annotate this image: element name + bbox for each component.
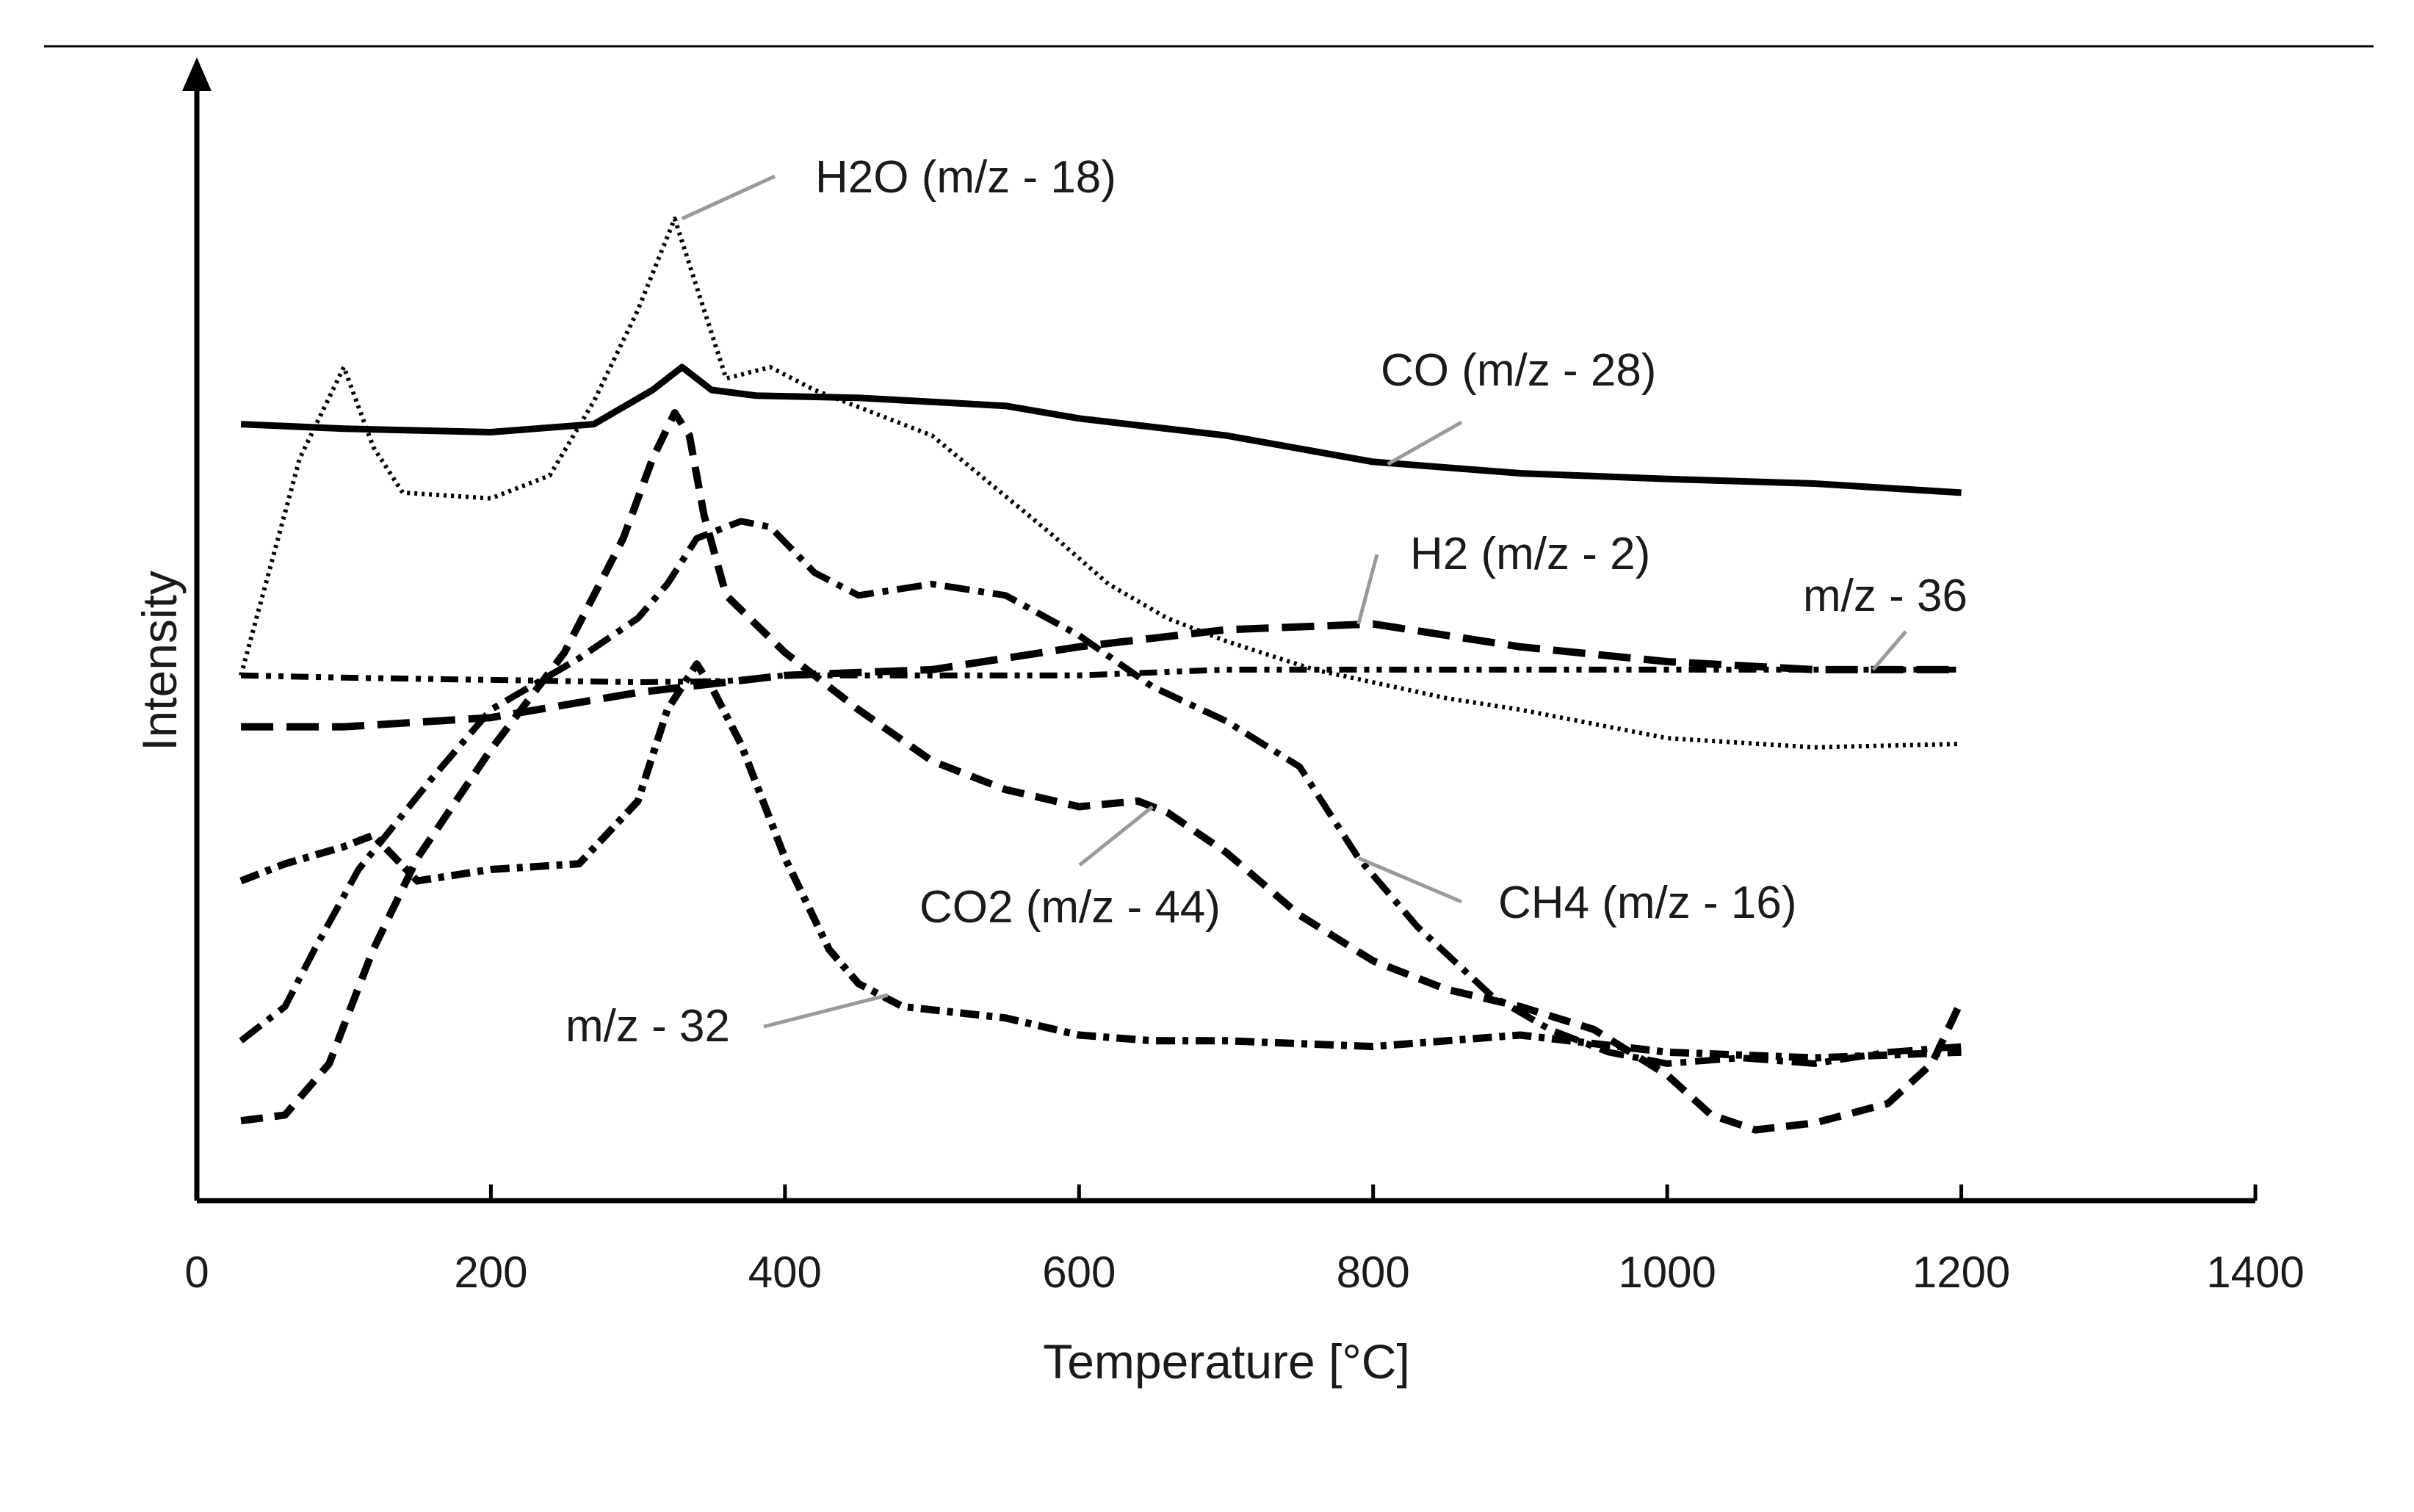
annotation-m-z-36: m/z - 36 (1803, 571, 1967, 671)
leader-line-m-z-32 (763, 993, 889, 1029)
series-label-m-z-32: m/z - 32 (565, 1001, 730, 1052)
series-line-h2o-m-z-18 (239, 216, 1962, 750)
x-tick-label-600: 600 (1042, 1248, 1116, 1297)
x-tick-label-200: 200 (454, 1248, 527, 1297)
series-line-ch4-m-z-16 (239, 518, 1962, 1067)
leader-line-m-z-36 (1871, 630, 1907, 671)
series-line-m-z-36 (241, 666, 1962, 685)
series-layer (239, 216, 1965, 1134)
x-tick-label-0: 0 (184, 1248, 209, 1297)
leader-line-h2-m-z-2 (1356, 554, 1379, 625)
x-tick-label-1200: 1200 (1912, 1248, 2010, 1297)
annotation-h2o-m-z-18: H2O (m/z - 18) (681, 152, 1116, 220)
series-label-ch4-m-z-16: CH4 (m/z - 16) (1498, 878, 1796, 928)
y-axis-arrowhead (182, 57, 212, 91)
x-tick-label-800: 800 (1337, 1248, 1410, 1297)
series-line-co-m-z-28 (240, 363, 1962, 496)
leader-line-co-m-z-28 (1387, 420, 1463, 466)
annotation-layer: H2O (m/z - 18) CO (m/z - 28) H2 (m/z - 2) m… (565, 152, 1967, 1052)
axes-layer (182, 57, 2255, 1204)
x-ticks-layer: 0 200 400 600 800 1000 1200 1400 (184, 1184, 2305, 1297)
leader-line-h2o-m-z-18 (681, 174, 776, 220)
series-label-h2-m-z-2: H2 (m/z - 2) (1410, 529, 1650, 579)
series-label-m-z-36: m/z - 36 (1803, 571, 1967, 621)
annotation-h2-m-z-2: H2 (m/z - 2) (1356, 529, 1650, 625)
annotation-co2-m-z-44: CO2 (m/z - 44) (919, 805, 1221, 933)
annotation-co-m-z-28: CO (m/z - 28) (1381, 345, 1656, 466)
y-axis-title: Intensity (132, 571, 187, 751)
x-axis-title: Temperature [°C] (1043, 1334, 1410, 1389)
x-tick-label-1400: 1400 (2206, 1248, 2304, 1297)
x-tick-label-400: 400 (748, 1248, 822, 1297)
series-line-h2-m-z-2 (241, 620, 1962, 731)
series-line-co2-m-z-44 (240, 409, 1965, 1134)
leader-line-ch4-m-z-16 (1357, 856, 1462, 904)
series-label-co2-m-z-44: CO2 (m/z - 44) (919, 882, 1221, 933)
leader-line-co2-m-z-44 (1078, 805, 1154, 867)
series-label-h2o-m-z-18: H2O (m/z - 18) (815, 152, 1116, 203)
annotation-ch4-m-z-16: CH4 (m/z - 16) (1357, 856, 1796, 928)
series-label-co-m-z-28: CO (m/z - 28) (1381, 345, 1656, 396)
annotation-m-z-32: m/z - 32 (565, 993, 889, 1052)
series-line-m-z-32 (239, 660, 1962, 1062)
x-tick-label-1000: 1000 (1618, 1248, 1716, 1297)
